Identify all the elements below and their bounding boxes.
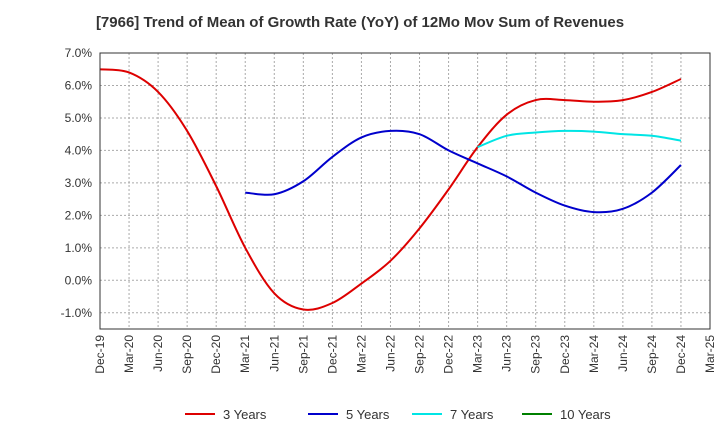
x-tick-label: Dec-23 bbox=[558, 335, 572, 374]
x-tick-label: Dec-21 bbox=[325, 335, 339, 374]
y-tick-label: 7.0% bbox=[65, 46, 93, 60]
x-tick-label: Dec-22 bbox=[442, 335, 456, 374]
y-tick-label: -1.0% bbox=[61, 306, 93, 320]
legend-label: 3 Years bbox=[223, 407, 267, 422]
x-tick-label: Jun-23 bbox=[500, 335, 514, 372]
series-line-3-years bbox=[99, 68, 682, 311]
x-tick-label: Jun-21 bbox=[267, 335, 281, 372]
legend-label: 5 Years bbox=[346, 407, 390, 422]
x-tick-label: Dec-20 bbox=[209, 335, 223, 374]
y-tick-label: 5.0% bbox=[65, 111, 93, 125]
x-tick-label: Jun-24 bbox=[616, 335, 630, 372]
x-axis: Dec-19 Mar-20 Jun-20 Sep-20 Dec-20 Mar-21 Jun-… bbox=[93, 335, 717, 374]
x-tick-label: Sep-22 bbox=[413, 335, 427, 374]
legend: 3 Years 5 Years 7 Years 10 Years bbox=[185, 407, 611, 422]
legend-label: 10 Years bbox=[560, 407, 611, 422]
x-tick-label: Jun-22 bbox=[383, 335, 397, 372]
chart-title: [7966] Trend of Mean of Growth Rate (YoY… bbox=[95, 14, 625, 31]
y-tick-label: 4.0% bbox=[65, 143, 93, 157]
legend-item-3-years: 3 Years bbox=[185, 407, 267, 422]
x-tick-label: Sep-23 bbox=[529, 335, 543, 374]
x-tick-label: Dec-19 bbox=[93, 335, 107, 374]
x-tick-label: Mar-25 bbox=[703, 335, 717, 373]
series-line-7-years bbox=[477, 129, 682, 149]
series-lines bbox=[99, 68, 682, 311]
x-tick-label: Jun-20 bbox=[151, 335, 165, 372]
y-tick-label: 2.0% bbox=[65, 208, 93, 222]
legend-item-7-years: 7 Years bbox=[412, 407, 494, 422]
x-tick-label: Mar-24 bbox=[587, 335, 601, 373]
x-tick-label: Mar-20 bbox=[122, 335, 136, 373]
series-line-5-years bbox=[245, 129, 682, 214]
legend-item-5-years: 5 Years bbox=[308, 407, 390, 422]
x-tick-label: Mar-21 bbox=[238, 335, 252, 373]
y-tick-label: 6.0% bbox=[65, 78, 93, 92]
legend-item-10-years: 10 Years bbox=[522, 407, 611, 422]
y-tick-label: 3.0% bbox=[65, 176, 93, 190]
x-tick-label: Mar-22 bbox=[354, 335, 368, 373]
y-axis: -1.0% 0.0% 1.0% 2.0% 3.0% 4.0% 5.0% 6.0% 7.0% bbox=[61, 46, 93, 320]
plot-border bbox=[99, 52, 711, 330]
grid-lines bbox=[99, 52, 711, 329]
x-tick-label: Sep-24 bbox=[645, 335, 659, 374]
x-tick-label: Sep-21 bbox=[296, 335, 310, 374]
x-tick-label: Sep-20 bbox=[180, 335, 194, 374]
y-tick-label: 0.0% bbox=[65, 273, 93, 287]
x-tick-label: Mar-23 bbox=[471, 335, 485, 373]
x-tick-label: Dec-24 bbox=[674, 335, 688, 374]
y-tick-label: 1.0% bbox=[65, 241, 93, 255]
legend-label: 7 Years bbox=[450, 407, 494, 422]
